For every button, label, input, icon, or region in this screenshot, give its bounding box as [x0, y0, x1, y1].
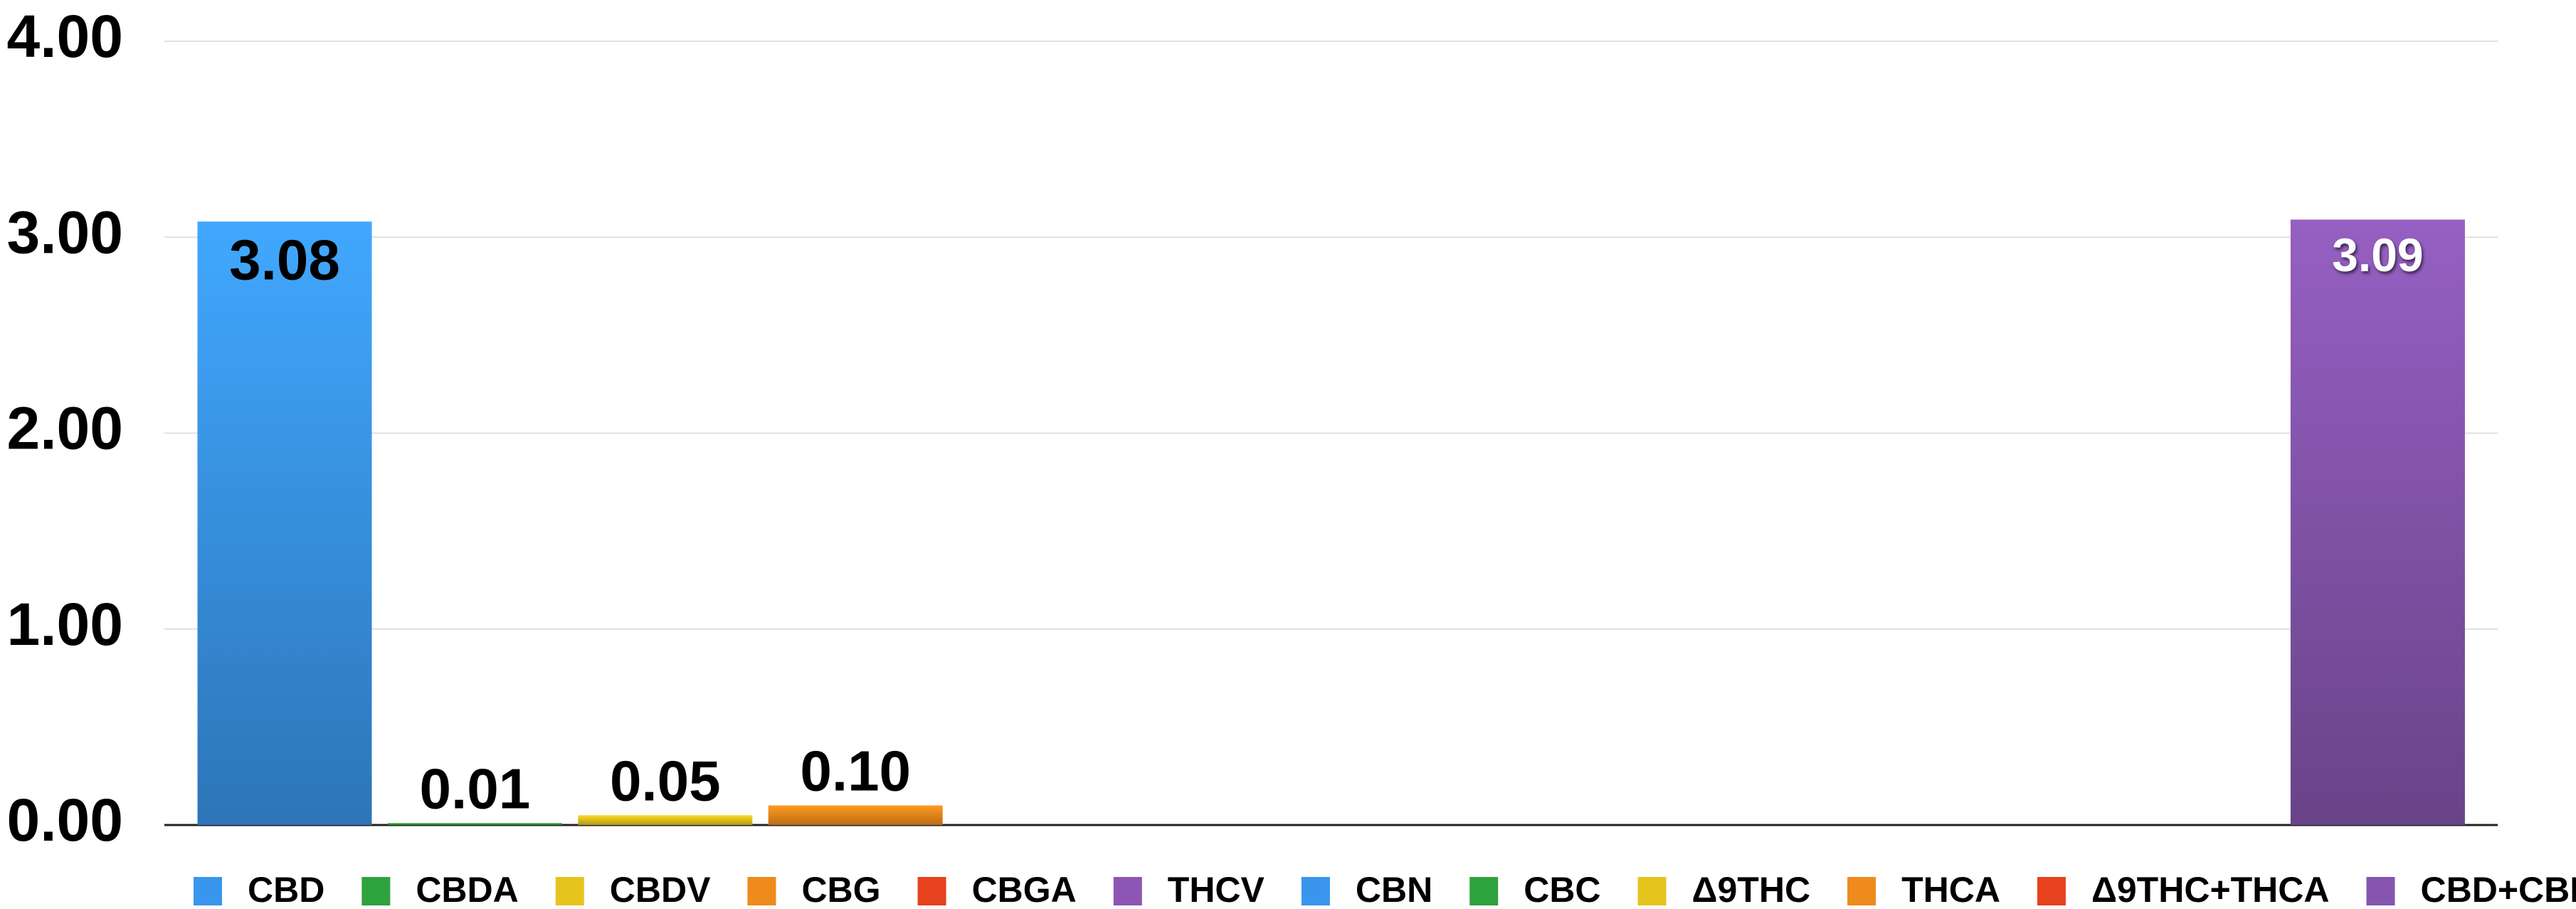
legend-swatch	[2037, 877, 2066, 905]
value-label: 0.10	[800, 740, 911, 803]
legend-label: Δ9THC+THCA	[2091, 870, 2330, 909]
legend-swatch	[1301, 877, 1330, 905]
legend-label: THCV	[1168, 870, 1265, 909]
y-tick-label: 2.00	[7, 395, 124, 462]
legend-swatch	[1847, 877, 1876, 905]
legend-label: CBDV	[610, 870, 711, 909]
y-tick-label: 0.00	[7, 787, 124, 853]
value-label: 0.01	[420, 757, 531, 820]
legend-label: CBDA	[416, 870, 518, 909]
y-tick-label: 3.00	[7, 199, 124, 266]
legend-swatch	[1113, 877, 1142, 905]
bar	[197, 221, 372, 826]
legend-swatch	[2366, 877, 2395, 905]
legend-label: THCA	[1901, 870, 2000, 909]
y-tick-label: 4.00	[7, 3, 124, 70]
bar	[768, 805, 943, 825]
legend-label: CBN	[1356, 870, 1432, 909]
legend-label: CBD	[248, 870, 324, 909]
legend-swatch	[194, 877, 222, 905]
legend-label: Δ9THC	[1692, 870, 1811, 909]
value-label: 0.05	[610, 749, 721, 812]
legend-swatch	[747, 877, 776, 905]
bar	[2290, 219, 2465, 825]
legend-swatch	[361, 877, 391, 905]
bar	[578, 815, 753, 825]
legend-label: CBD+CBDA	[2421, 870, 2576, 909]
y-tick-label: 1.00	[7, 591, 124, 658]
legend-swatch	[1637, 877, 1667, 905]
legend-label: CBGA	[972, 870, 1077, 909]
legend-label: CBG	[801, 870, 880, 909]
value-label: 3.08	[229, 228, 340, 291]
legend-swatch	[1469, 877, 1499, 905]
bar	[387, 823, 562, 825]
value-label: 3.09	[2332, 228, 2423, 281]
legend-swatch	[917, 877, 946, 905]
legend-swatch	[555, 877, 584, 905]
legend-label: CBC	[1524, 870, 1600, 909]
